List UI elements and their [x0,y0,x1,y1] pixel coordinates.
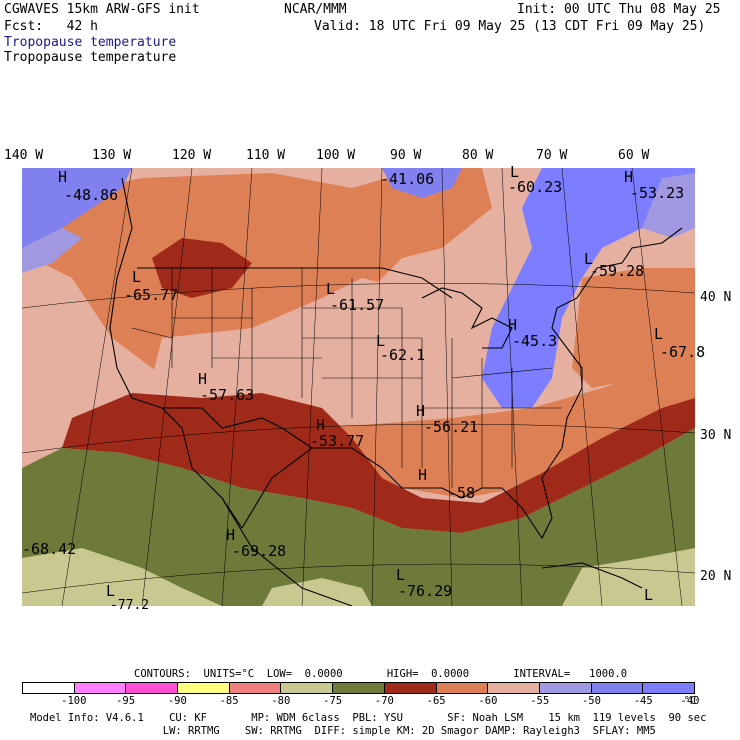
lon-label-80w: 80 W [462,148,494,163]
lon-label-120w: 120 W [172,148,212,163]
region-65-60-north [32,168,492,383]
lat-label-20n: 20 N [700,569,732,584]
region-50-45-northeast [482,168,695,408]
lon-label-110w: 110 W [246,148,286,163]
colorbar-swatch [74,683,127,693]
colorbar-swatch [333,683,385,693]
state-lines-central [301,268,422,468]
state-lines-west [131,268,322,398]
forecast-hour: Fcst: 42 h [4,19,98,34]
valid-time: Valid: 18 UTC Fri 09 May 25 (13 CDT Fri … [314,19,706,34]
colorbar-swatch [591,683,644,693]
region-65-60-southeast [322,358,695,498]
model-info-line2: LW: RRTMG SW: RRTMG DIFF: simple KM: 2D … [30,725,656,737]
region-80-75-southeast [562,548,695,606]
colorbar-label: -70 [374,695,394,707]
lon-label-70w: 70 W [536,148,568,163]
region-60-55-central [152,278,492,408]
lat-label-40n: 40 N [700,290,732,305]
init-time: Init: 00 UTC Thu 08 May 25 [517,2,721,17]
colorbar-label: -80 [271,695,291,707]
colorbar-label: -50 [581,695,601,707]
colorbar-swatch [488,683,540,693]
colorbar-label: -65 [426,695,446,707]
colorbar-swatch [178,683,230,693]
border-canada [137,267,453,299]
org-name: NCAR/MMM [284,2,347,17]
graticule-lon [61,168,683,606]
region-55-50-northwest [22,228,82,273]
region-75-70-south [22,428,695,606]
lat-label-30n: 30 N [700,428,732,443]
colorbar-label: -100 [61,695,87,707]
great-lakes [421,287,513,349]
colorbar-swatch [436,683,489,693]
model-info-line1: Model Info: V4.6.1 CU: KF MP: WDM 6class… [30,712,707,724]
colorbar-label: -90 [167,695,187,707]
contours-info: CONTOURS: UNITS=°C LOW= 0.0000 HIGH= 0.0… [134,668,628,680]
coastline-west [109,177,243,529]
colorbar-swatch [384,683,437,693]
region-70-65-band [62,393,695,533]
region-55-50-northeast [642,173,695,238]
colorbar-label: -40 [680,695,700,707]
colorbar-label: -45 [633,695,653,707]
colorbar-label: -60 [478,695,498,707]
lon-label-90w: 90 W [390,148,422,163]
colorbar-swatch [643,683,694,693]
graticule-lat [22,283,695,594]
lon-label-100w: 100 W [316,148,356,163]
model-title: CGWAVES 15km ARW-GFS init [4,2,200,17]
state-lines-east [421,338,562,488]
colorbar [22,682,695,694]
coastline-gulf [241,447,563,540]
colorbar-swatch [23,683,75,693]
lon-label-140w: 140 W [4,148,44,163]
colorbar-label: -95 [116,695,136,707]
cuba-outline [541,562,643,589]
mexico-coast [221,497,353,606]
colorbar-swatch [126,683,179,693]
colorbar-swatch [539,683,592,693]
colorbar-label: -85 [219,695,239,707]
field-title-secondary: Tropopause temperature [4,50,177,65]
field-title-primary: Tropopause temperature [4,35,177,50]
region-80-75-gulf [262,578,372,606]
colorbar-swatch [229,683,282,693]
region-50-45-northwest [22,168,132,248]
lon-label-130w: 130 W [92,148,132,163]
colorbar-label: -55 [530,695,550,707]
colorbar-label: °C [683,695,697,707]
colorbar-labels: -100 -95 -90 -85 -80 -75 -70 -65 -60 -55 -50 -45 -40… [22,695,712,709]
region-80-75-southwest [22,548,222,606]
border-mexico [162,407,313,449]
tropopause-temperature-map [22,168,695,606]
region-65-60-atlantic [572,268,695,388]
lon-label-60w: 60 W [618,148,650,163]
colorbar-label: -75 [323,695,343,707]
colorbar-swatch [281,683,334,693]
